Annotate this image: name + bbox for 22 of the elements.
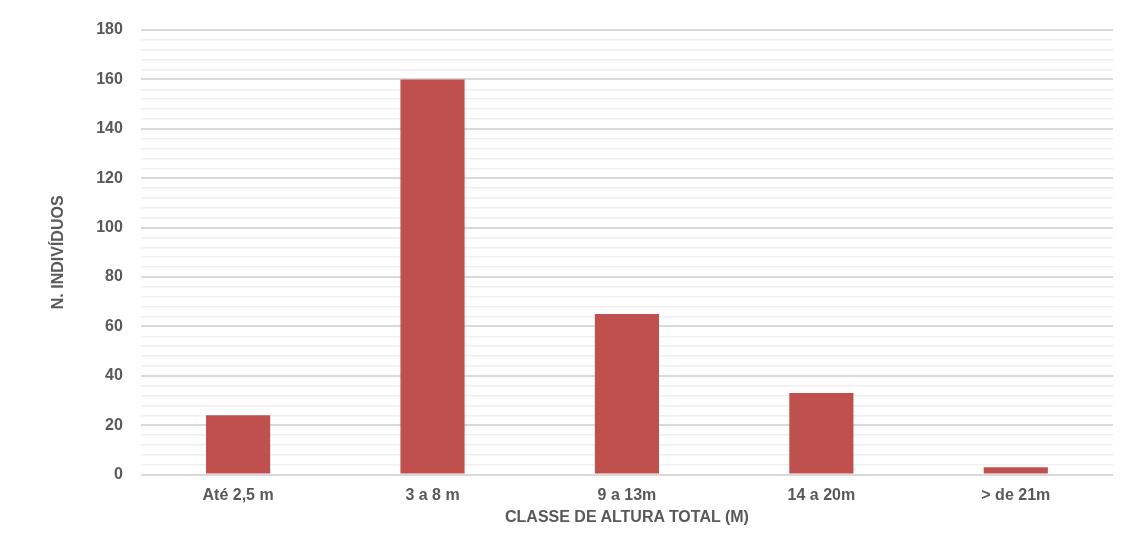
y-tick-label: 100 [96, 218, 123, 236]
y-tick-label: 0 [113, 465, 123, 483]
y-tick-label: 160 [96, 69, 123, 87]
bar [789, 393, 854, 474]
y-tick-label: 180 [96, 20, 123, 38]
x-tick-label: 9 a 13m [597, 485, 657, 503]
y-tick-label: 40 [105, 366, 123, 384]
y-tick-label: 60 [105, 316, 123, 334]
y-axis-title: N. INDIVÍDUOS [48, 195, 67, 310]
y-tick-label: 80 [105, 267, 123, 285]
x-tick-label: > de 21m [981, 485, 1051, 503]
bar [400, 79, 465, 474]
x-tick-label: 3 a 8 m [405, 485, 460, 503]
bar [983, 467, 1048, 474]
y-tick-label: 120 [96, 168, 123, 186]
bar [594, 314, 660, 474]
y-tick-label: 140 [96, 119, 123, 137]
x-tick-label: Até 2,5 m [202, 485, 274, 503]
x-tick-label: 14 a 20m [787, 485, 856, 503]
y-tick-label: 20 [105, 415, 123, 433]
x-axis-title: CLASSE DE ALTURA TOTAL (M) [505, 507, 749, 525]
bar [206, 415, 271, 474]
